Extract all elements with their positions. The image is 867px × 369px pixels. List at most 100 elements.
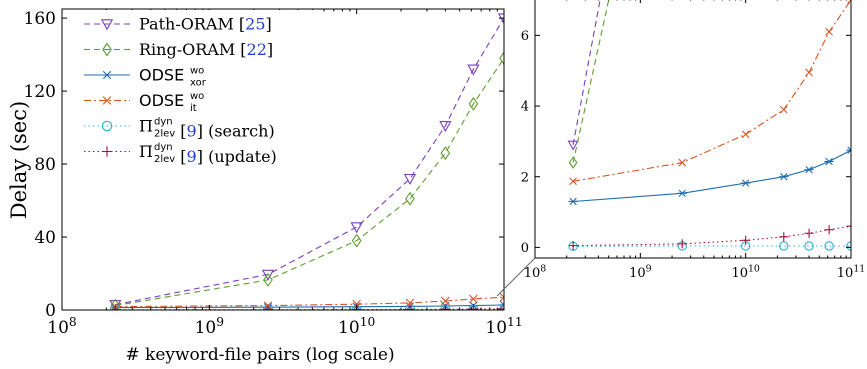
data-point-path bbox=[567, 140, 579, 151]
data-point-pi_update bbox=[846, 221, 851, 231]
y-tick-label: 160 bbox=[24, 9, 56, 29]
data-point-odse_it bbox=[352, 299, 361, 309]
data-point-pi_update bbox=[568, 241, 578, 251]
data-point-path bbox=[467, 64, 480, 76]
series-ring bbox=[110, 51, 504, 310]
zoom-x-tick-label: 109 bbox=[629, 264, 652, 281]
legend-label-odse_xor: ODSE wo xor bbox=[139, 66, 207, 89]
legend-box bbox=[78, 10, 314, 172]
data-point-pi_search bbox=[824, 241, 834, 251]
x-tick-label: 1010 bbox=[338, 315, 375, 338]
x-tick-label: 108 bbox=[47, 315, 76, 338]
legend-marker-odse_it bbox=[102, 96, 112, 105]
y-tick-label: 0 bbox=[45, 301, 56, 321]
data-point-pi_search bbox=[804, 241, 814, 251]
legend-label-ring: Ring-ORAM [22] bbox=[139, 40, 273, 59]
x-tick-label: 109 bbox=[195, 315, 224, 338]
y-axis-label: Delay (sec) bbox=[7, 101, 31, 219]
legend-entry-odse_it: ODSE wo it bbox=[84, 91, 204, 114]
data-point-odse_xor bbox=[568, 197, 578, 206]
data-point-odse_xor bbox=[846, 146, 851, 154]
series-pi_update bbox=[568, 221, 851, 251]
data-point-ring bbox=[468, 96, 479, 111]
data-point-odse_it bbox=[779, 105, 788, 114]
data-point-ring bbox=[405, 191, 415, 206]
y-tick-label: 4 bbox=[521, 100, 529, 115]
data-point-ring bbox=[351, 233, 362, 248]
data-point-ring bbox=[499, 51, 504, 66]
zoom-y-axis: 0 2 4 6 bbox=[521, 29, 851, 256]
data-point-odse_it bbox=[678, 158, 687, 167]
data-point-odse_xor bbox=[824, 157, 834, 166]
data-point-pi_update bbox=[677, 239, 687, 249]
series-line-ring bbox=[115, 57, 504, 307]
data-point-odse_it bbox=[499, 292, 504, 302]
zoom-x-tick-label: 1010 bbox=[731, 264, 759, 281]
legend-label-pi_search: Πdyn 2lev [9] (search) bbox=[139, 117, 275, 141]
data-point-pi_update bbox=[498, 303, 504, 310]
data-point-path bbox=[350, 222, 363, 234]
data-point-odse_it bbox=[441, 296, 450, 306]
x-tick-label: 1011 bbox=[485, 315, 522, 338]
data-point-odse_xor bbox=[779, 173, 789, 181]
series-odse_it bbox=[569, 0, 851, 186]
series-ring bbox=[568, 0, 610, 169]
data-point-path bbox=[439, 121, 452, 133]
legend-entry-pi_search: Πdyn 2lev [9] (search) bbox=[84, 117, 275, 141]
legend-marker-pi_search bbox=[101, 120, 113, 132]
data-point-pi_update bbox=[741, 235, 751, 245]
data-point-odse_it bbox=[469, 294, 478, 304]
legend-entry-pi_update: Πdyn 2lev [9] (update) bbox=[84, 142, 277, 166]
data-point-path bbox=[403, 173, 417, 185]
y-tick-label: 0 bbox=[521, 241, 529, 256]
legend-marker-path bbox=[100, 19, 114, 31]
x-axis-label: # keyword-file pairs (log scale) bbox=[125, 345, 394, 365]
data-point-path bbox=[497, 13, 504, 25]
series-path bbox=[567, 0, 601, 151]
legend-marker-odse_xor bbox=[101, 70, 113, 80]
y-tick-label: 80 bbox=[34, 155, 56, 175]
data-point-pi_update bbox=[804, 228, 814, 238]
series-odse_xor bbox=[568, 146, 851, 206]
zoom-x-tick-label: 1011 bbox=[837, 264, 865, 281]
data-point-path bbox=[261, 269, 275, 281]
data-point-pi_update bbox=[779, 232, 789, 242]
data-point-ring bbox=[263, 272, 273, 287]
legend-marker-ring bbox=[102, 42, 112, 57]
legend-entry-path: Path-ORAM [25] bbox=[84, 15, 272, 34]
data-point-odse_xor bbox=[677, 189, 687, 198]
main-plot-area bbox=[109, 13, 504, 310]
data-point-odse_it bbox=[741, 130, 750, 139]
legend-label-odse_it: ODSE wo it bbox=[139, 91, 204, 114]
legend-entry-odse_xor: ODSE wo xor bbox=[84, 66, 207, 89]
legend-entry-ring: Ring-ORAM [22] bbox=[84, 40, 273, 59]
data-point-odse_it bbox=[847, 0, 851, 4]
main-chart: 0 40 80 120 160 108 109 1010 1011 Delay (sec) #… bbox=[7, 8, 523, 365]
legend-label-path: Path-ORAM [25] bbox=[139, 15, 272, 34]
legend: Path-ORAM [25] Ring-ORAM [22] ODSE wo xorODS… bbox=[78, 10, 314, 172]
zoom-background bbox=[535, 0, 851, 258]
y-tick-label: 6 bbox=[521, 29, 529, 44]
data-point-odse_it bbox=[825, 27, 833, 36]
main-plot-frame bbox=[61, 8, 505, 311]
main-y-axis: 0 40 80 120 160 bbox=[24, 9, 504, 321]
y-tick-label: 120 bbox=[24, 82, 56, 102]
data-point-odse_it bbox=[569, 177, 577, 186]
data-point-ring bbox=[568, 156, 578, 169]
data-point-pi_update bbox=[824, 225, 834, 235]
legend-label-pi_update: Πdyn 2lev [9] (update) bbox=[139, 142, 277, 166]
data-point-pi_update bbox=[468, 303, 479, 310]
zoom-connector-line bbox=[496, 257, 536, 297]
data-point-odse_xor bbox=[804, 165, 814, 174]
zoom-plot-area bbox=[567, 0, 851, 252]
data-point-odse_it bbox=[805, 68, 813, 77]
data-point-ring bbox=[440, 146, 451, 161]
legend-marker-pi_update bbox=[101, 146, 113, 157]
data-point-pi_update bbox=[404, 304, 416, 310]
data-point-odse_xor bbox=[498, 300, 504, 310]
y-tick-label: 40 bbox=[34, 228, 56, 248]
zoom-plot-frame bbox=[534, 0, 852, 259]
y-tick-label: 2 bbox=[521, 170, 529, 185]
data-point-pi_search bbox=[779, 241, 789, 251]
